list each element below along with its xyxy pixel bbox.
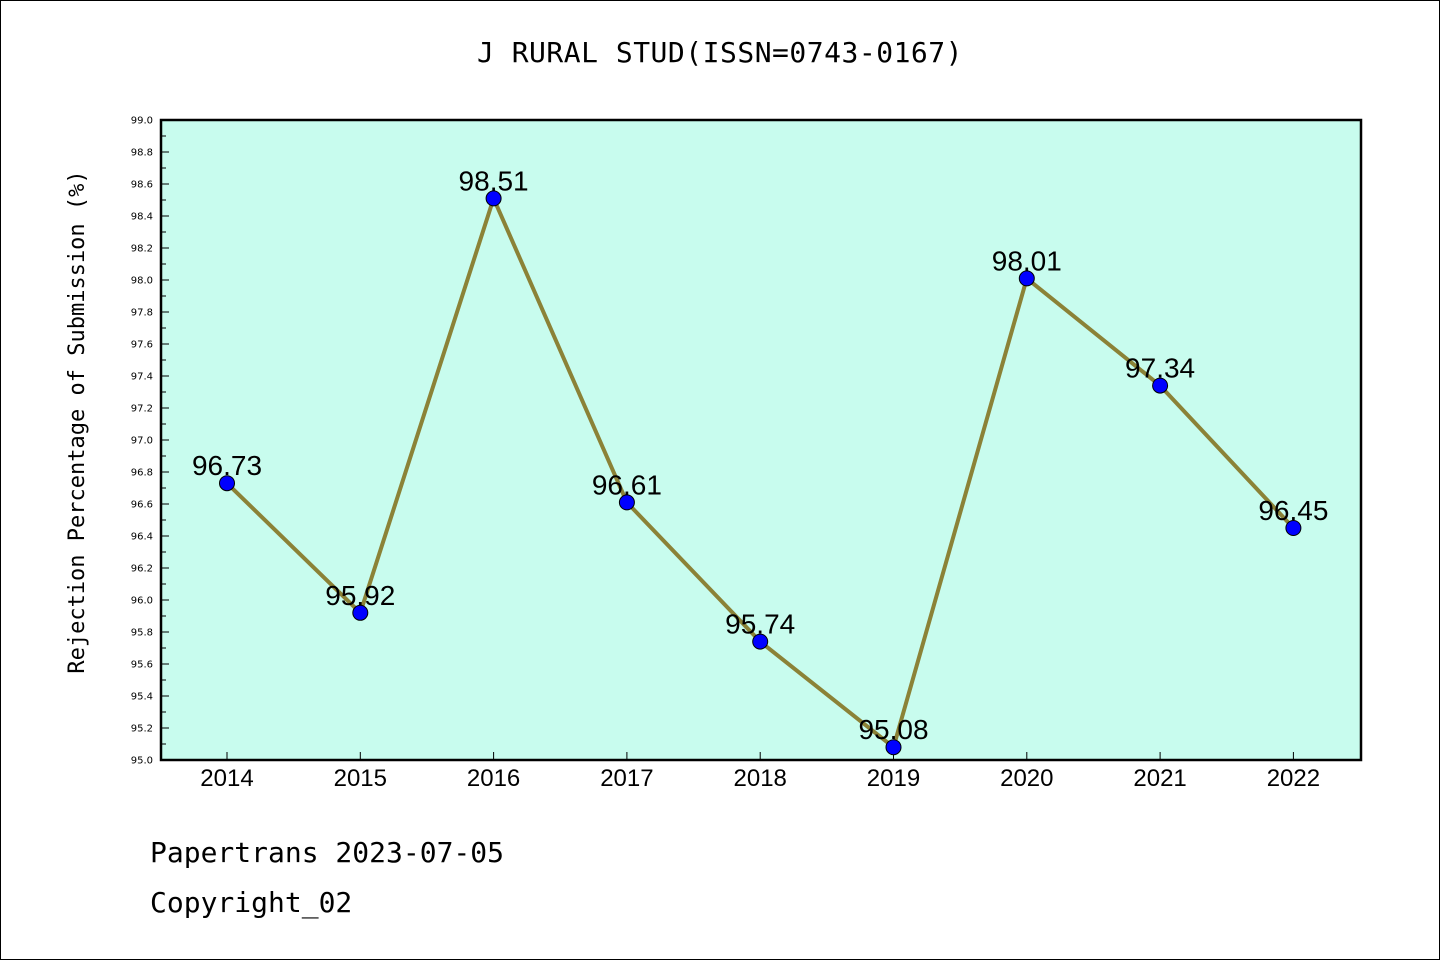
x-tick-label: 2017	[600, 765, 653, 792]
y-tick-label: 97.6	[131, 340, 153, 351]
y-tick-label: 98.6	[131, 180, 153, 191]
y-tick-label: 95.8	[131, 628, 153, 639]
data-label: 97.34	[1125, 353, 1195, 384]
y-tick-label: 99.0	[131, 116, 153, 127]
y-tick-label: 96.0	[131, 596, 153, 607]
data-point-marker	[618, 494, 635, 511]
y-tick-label: 96.6	[131, 500, 153, 511]
y-tick-label: 98.0	[131, 276, 153, 287]
x-tick-label: 2022	[1267, 765, 1320, 792]
data-labels: 96.73 95.92 98.51 96.61 95.74 95.08 98.01 97.34…	[192, 165, 1328, 745]
y-tick-label: 97.2	[131, 404, 153, 415]
y-tick-label: 96.8	[131, 468, 153, 479]
y-tick-label: 98.4	[131, 212, 153, 223]
y-tick-label: 95.6	[131, 660, 153, 671]
y-tick-label: 95.0	[131, 756, 153, 767]
x-tick-label: 2015	[334, 765, 387, 792]
data-point-marker	[1152, 377, 1169, 394]
data-points	[219, 190, 1302, 756]
y-tick-label: 95.4	[131, 692, 153, 703]
y-axis: 95.0 95.2 95.4 95.6 95.8 96.0 96.2 96.4 96.6 96.8…	[131, 116, 169, 767]
footer-copyright-line: Copyright_02	[150, 886, 353, 919]
x-tick-label: 2019	[867, 765, 920, 792]
data-point-marker	[1018, 270, 1035, 287]
data-label: 95.08	[858, 714, 928, 745]
data-label: 96.61	[592, 469, 662, 500]
y-tick-label: 97.0	[131, 436, 153, 447]
y-tick-label: 97.4	[131, 372, 153, 383]
x-tick-label: 2014	[200, 765, 253, 792]
data-point-marker	[752, 633, 769, 650]
data-point-marker	[485, 190, 502, 207]
y-tick-label: 97.8	[131, 308, 153, 319]
x-tick-label: 2020	[1000, 765, 1053, 792]
y-tick-label: 96.2	[131, 564, 153, 575]
chart-title: J RURAL STUD(ISSN=0743-0167)	[476, 36, 963, 69]
plot-area	[159, 118, 1363, 762]
x-tick-label: 2018	[734, 765, 787, 792]
data-point-marker	[219, 475, 235, 492]
x-tick-label: 2016	[467, 765, 520, 792]
x-axis: 2014 2015 2016 2017 2018 2019 2020 2021 2022	[200, 752, 1320, 792]
data-label: 95.74	[725, 609, 795, 640]
y-tick-label: 95.2	[131, 724, 153, 735]
footer-date-line: Papertrans 2023-07-05	[150, 836, 505, 869]
data-point-marker	[1285, 520, 1302, 536]
data-label: 96.73	[192, 450, 262, 481]
data-label: 98.51	[459, 165, 529, 196]
x-tick-label: 2021	[1133, 765, 1186, 792]
data-label: 95.92	[325, 580, 395, 611]
y-axis-label: Rejection Percentage of Submission (%)	[65, 170, 90, 673]
data-label: 96.45	[1258, 495, 1328, 526]
data-point-marker	[885, 739, 902, 756]
data-label: 98.01	[992, 245, 1062, 276]
y-tick-label: 96.4	[131, 532, 153, 543]
data-point-marker	[352, 604, 369, 621]
y-tick-label: 98.2	[131, 244, 153, 255]
y-tick-label: 98.8	[131, 148, 153, 159]
